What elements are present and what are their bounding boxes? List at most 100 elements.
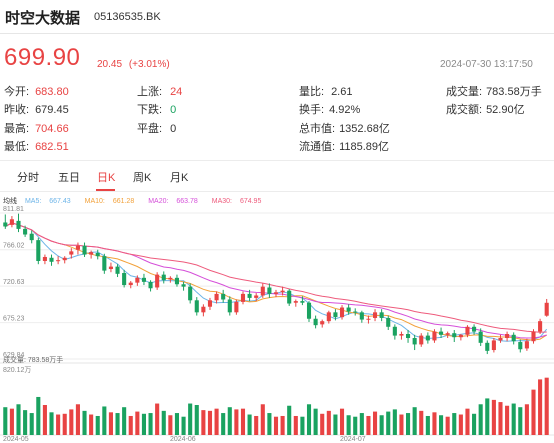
candle-body [49, 257, 54, 262]
candle-body [320, 321, 325, 325]
candle-body [69, 251, 74, 255]
volume-bar [234, 409, 239, 435]
volume-bar [75, 404, 80, 435]
candle-body [267, 287, 272, 294]
candle-body [346, 307, 351, 312]
candle-body [333, 312, 338, 318]
current-price: 699.90 [4, 44, 81, 71]
candle-body [293, 301, 298, 303]
volume-bar [478, 404, 483, 435]
price-tick-label: 629.84 [3, 352, 25, 359]
stat-label: 最高: [4, 123, 30, 135]
candle-body [221, 293, 226, 300]
candle-body [16, 220, 21, 229]
tab-weekly-k[interactable]: 周K [133, 172, 152, 184]
volume-bar [128, 415, 133, 435]
stat-float-cap: 流通值: 1185.89亿 [299, 138, 389, 154]
x-tick-label: 2024-05 [3, 436, 29, 443]
candle-body [406, 333, 411, 339]
volume-bar [458, 414, 463, 435]
volume-bar [320, 413, 325, 435]
candle-body [3, 222, 8, 227]
ma5-value: 667.43 [49, 198, 71, 205]
candle-body [102, 256, 107, 271]
candle-body [313, 318, 318, 326]
candle-body [524, 341, 529, 349]
candle-body [115, 266, 120, 274]
candle-body [141, 277, 146, 282]
candle-body [518, 342, 523, 350]
volume-bar [155, 403, 160, 435]
candle-body [56, 260, 61, 262]
candle-body [485, 342, 490, 351]
candle-body [194, 300, 199, 313]
volume-bar [498, 402, 503, 435]
volume-bar [36, 396, 41, 435]
stat-value: 683.80 [35, 86, 69, 98]
price-change: 20.45 (+3.01%) [97, 59, 170, 70]
volume-bar [16, 404, 21, 435]
quote-timestamp: 2024-07-30 13:17:50 [440, 59, 533, 70]
candle-body [458, 334, 463, 338]
candle-body [359, 312, 364, 320]
legend-title: 均线 [3, 198, 17, 205]
ma30-value: 674.95 [239, 198, 262, 205]
stat-value: 0 [170, 104, 177, 116]
tab-intraday[interactable]: 分时 [17, 172, 39, 184]
candle-body [491, 340, 496, 351]
x-tick-label: 2024-07 [340, 436, 366, 443]
volume-bar [3, 407, 8, 435]
volume-bar [227, 407, 232, 435]
volume-bar [524, 404, 529, 435]
tab-monthly-k[interactable]: 月K [170, 172, 189, 184]
stat-volume: 成交量: 783.58万手 [446, 83, 542, 99]
volume-bar [214, 408, 219, 435]
volume-bar [102, 406, 107, 435]
volume-bar [260, 404, 265, 435]
candle-body [386, 317, 391, 327]
tab-five-day[interactable]: 五日 [58, 172, 80, 184]
volume-bar [359, 413, 364, 435]
candle-body [280, 290, 285, 293]
volume-bar [353, 416, 358, 435]
stat-label: 流通值: [299, 141, 336, 153]
volume-bar [273, 416, 279, 435]
stat-label: 总市值: [299, 123, 336, 135]
legend-ma20: MA20: 663.78 [148, 198, 204, 205]
stat-value: 1185.89亿 [339, 141, 390, 153]
volume-bar [306, 404, 312, 435]
candle-body [399, 333, 404, 336]
volume-bar [346, 415, 351, 435]
stat-label: 成交量: [446, 86, 483, 98]
period-tabs: 分时 五日 日K 周K 月K [0, 160, 554, 192]
volume-bar [445, 416, 450, 435]
candle-body [29, 233, 34, 241]
volume-bar [29, 413, 34, 435]
candle-body [168, 277, 173, 280]
volume-bar [419, 410, 424, 435]
stat-label: 下跌: [137, 104, 163, 116]
candle-body [465, 326, 470, 335]
stat-flat-count: 平盘: 0 [137, 120, 176, 136]
stat-value: 2.61 [331, 86, 353, 98]
volume-bar [366, 415, 371, 435]
candle-body [128, 282, 133, 286]
candle-body [247, 293, 252, 298]
volume-bar [339, 408, 345, 435]
change-percent: (+3.01%) [128, 59, 170, 70]
kline-chart[interactable]: 均线 MA5: 667.43 MA10: 661.28 MA20: 663.78… [0, 193, 554, 443]
tab-daily-k[interactable]: 日K [97, 172, 116, 184]
volume-bar [254, 415, 259, 435]
candle-body [445, 333, 450, 335]
ma30-label: MA30: [211, 198, 232, 205]
stat-turnover-rate: 换手: 4.92% [299, 101, 360, 117]
active-tab-indicator [96, 189, 115, 191]
stat-label: 上涨: [137, 86, 163, 98]
candle-body [498, 338, 503, 341]
candle-body [108, 266, 113, 270]
candle-body [75, 245, 80, 250]
volume-bar [531, 389, 536, 435]
volume-bar [267, 413, 272, 435]
stat-value: 783.58万手 [486, 86, 542, 98]
